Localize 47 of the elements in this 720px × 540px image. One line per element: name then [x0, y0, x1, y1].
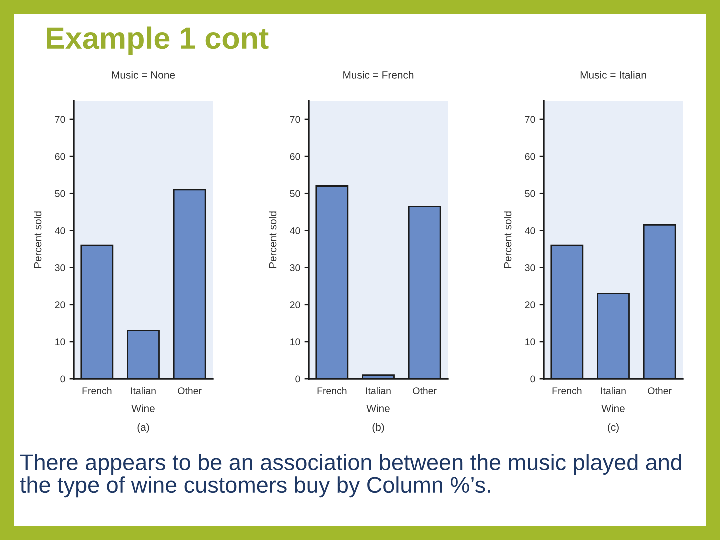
y-tick-label: 70: [525, 116, 536, 124]
y-tick-label: 0: [296, 376, 300, 383]
y-tick-label: 0: [530, 376, 536, 383]
y-tick-label: 40: [290, 227, 300, 234]
x-tick-label: Other: [413, 387, 437, 394]
y-tick-label: 50: [525, 190, 536, 198]
x-axis-title: Wine: [366, 404, 390, 412]
y-tick-label: 30: [290, 264, 300, 272]
x-tick-label: Italian: [601, 387, 626, 394]
y-tick-label: 60: [55, 153, 66, 160]
y-tick-label: 20: [290, 302, 300, 308]
x-tick-label: French: [82, 387, 112, 394]
y-tick-label: 70: [290, 116, 300, 124]
y-tick-label: 10: [526, 338, 536, 346]
chart-title: Music = Italian: [580, 71, 646, 79]
chart-title: Music = French: [344, 71, 414, 79]
text: (c): [608, 423, 619, 434]
y-tick-label: 40: [525, 227, 536, 234]
y-tick-label: 10: [290, 338, 300, 346]
x-tick-label: Italian: [131, 387, 156, 394]
y-tick-label: 0: [60, 376, 66, 383]
text: (a): [138, 423, 150, 434]
text: There appears to be an association between the music played and the type of wine customers buy by Column %’s.: [20, 454, 682, 498]
y-tick-label: 30: [55, 264, 66, 272]
x-tick-label: Other: [648, 387, 672, 394]
x-tick-label: Other: [178, 387, 202, 394]
y-tick-label: 70: [55, 116, 66, 124]
y-tick-label: 60: [290, 153, 300, 160]
y-tick-label: 40: [55, 227, 66, 234]
text: Example 1 cont: [47, 26, 269, 56]
chart-title: Music = None: [112, 71, 176, 79]
y-tick-label: 30: [525, 264, 536, 272]
y-tick-label: 10: [56, 338, 66, 346]
y-axis-title: Percent sold: [504, 212, 512, 268]
text: (b): [372, 423, 384, 434]
x-tick-label: Italian: [366, 387, 391, 394]
y-axis-title: Percent sold: [269, 212, 277, 268]
y-tick-label: 60: [525, 153, 536, 160]
y-tick-label: 20: [55, 302, 66, 308]
x-tick-label: French: [552, 387, 582, 394]
x-axis-title: Wine: [602, 404, 625, 412]
y-tick-label: 50: [290, 190, 300, 198]
x-tick-label: French: [318, 387, 347, 394]
y-tick-label: 50: [55, 190, 66, 198]
y-axis-title: Percent sold: [34, 212, 42, 268]
y-tick-label: 20: [525, 302, 536, 308]
x-axis-title: Wine: [132, 404, 155, 412]
